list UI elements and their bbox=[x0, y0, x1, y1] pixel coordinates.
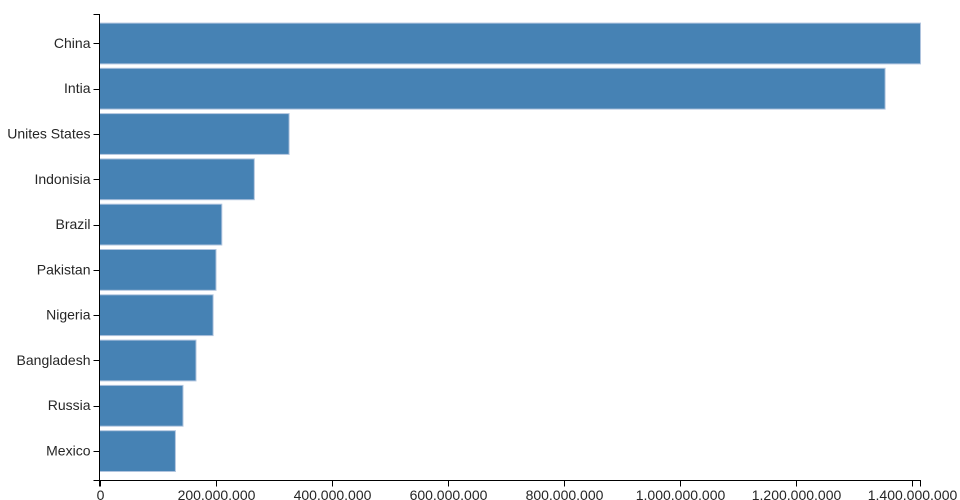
x-tick-label: 400,000,000 bbox=[294, 487, 372, 500]
bars-group bbox=[99, 22, 921, 473]
bar-pakistan bbox=[99, 249, 217, 291]
x-tick-label: 1,400,000,000 bbox=[868, 487, 958, 500]
bar-china bbox=[99, 22, 921, 65]
y-tick-label-indonisia: Indonisia bbox=[34, 171, 90, 187]
x-axis: 0 200,000,000 400,000,000 600,000,000 800,00… bbox=[97, 480, 958, 500]
y-axis: China Intia Unites States Indonisia Brazil Pa… bbox=[7, 14, 100, 481]
x-tick-label: 200,000,000 bbox=[178, 487, 256, 500]
bar-russia bbox=[99, 384, 184, 427]
bar-brazil bbox=[99, 203, 223, 246]
y-tick-label-mexico: Mexico bbox=[46, 443, 91, 459]
x-tick-label: 800,000,000 bbox=[526, 487, 604, 500]
bar-unites-states bbox=[99, 113, 290, 155]
bar-mexico bbox=[99, 430, 176, 473]
bar-bangladesh bbox=[99, 339, 197, 382]
y-tick-label-intia: Intia bbox=[64, 80, 91, 96]
bar-indonisia bbox=[99, 158, 255, 201]
y-tick-label-nigeria: Nigeria bbox=[46, 307, 91, 323]
x-axis-domain-line bbox=[99, 480, 921, 487]
bar-nigeria bbox=[99, 294, 214, 337]
bar-intia bbox=[99, 67, 886, 110]
y-tick-label-russia: Russia bbox=[48, 397, 91, 413]
x-tick-label: 1,200,000,000 bbox=[752, 487, 842, 500]
y-tick-label-bangladesh: Bangladesh bbox=[17, 352, 91, 368]
y-tick-label-brazil: Brazil bbox=[55, 216, 90, 232]
y-tick-label-pakistan: Pakistan bbox=[37, 261, 91, 277]
x-tick-label: 0 bbox=[97, 487, 105, 500]
y-tick-label-unites-states: Unites States bbox=[7, 126, 90, 142]
y-axis-domain-line bbox=[93, 14, 100, 481]
x-tick-label: 1,000,000,000 bbox=[636, 487, 726, 500]
x-tick-label: 600,000,000 bbox=[410, 487, 488, 500]
y-tick-label-china: China bbox=[54, 35, 91, 51]
